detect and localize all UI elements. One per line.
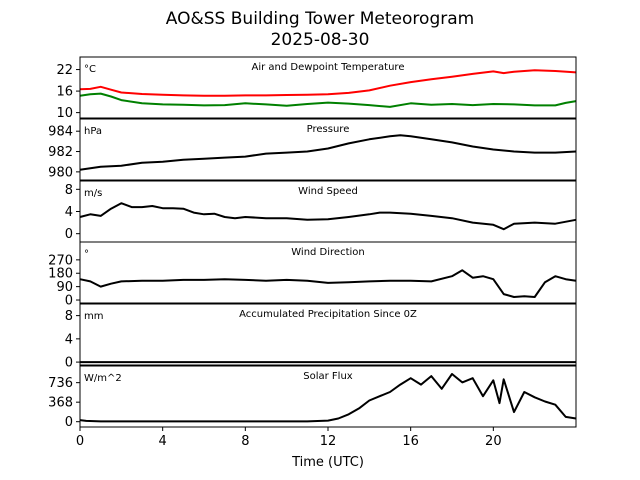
panel-title-1: Pressure	[307, 124, 350, 135]
y-tick-label-2-1: 4	[65, 205, 73, 220]
series-line-1-0	[79, 134, 577, 171]
y-tick-label-3-3: 270	[48, 253, 73, 268]
y-tick-label-5-2: 736	[48, 376, 73, 391]
y-tick-label-4-0: 0	[65, 356, 73, 371]
x-axis: 0 4 8 12 16 20	[76, 427, 502, 449]
x-tick-label-4: 16	[402, 434, 419, 449]
y-tick-label-3-2: 180	[48, 267, 73, 282]
x-tick-label-5: 20	[485, 434, 502, 449]
panel-title-2: Wind Speed	[298, 186, 358, 197]
y-tick-label-4-1: 4	[65, 332, 73, 347]
x-axis-label: Time (UTC)	[291, 455, 364, 470]
panel-frame-0	[79, 56, 577, 119]
series-line-5-0	[79, 373, 577, 423]
y-tick-label-5-0: 0	[65, 415, 73, 430]
panel-frame-3	[79, 241, 577, 304]
panel-0: 10 16 22 Air and Dewpoint Temperature °C	[56, 56, 577, 121]
panel-frame-1	[79, 118, 577, 181]
panel-unit-2: m/s	[84, 188, 102, 199]
x-tick-label-2: 8	[241, 434, 249, 449]
y-tick-label-0-2: 22	[56, 63, 73, 78]
panel-frame-4	[79, 303, 577, 366]
y-tick-label-0-1: 16	[56, 85, 73, 100]
panel-title-5: Solar Flux	[303, 371, 353, 382]
y-tick-label-0-0: 10	[56, 106, 73, 121]
y-tick-label-1-0: 980	[48, 165, 73, 180]
panel-1: 980 982 984 Pressure hPa	[48, 118, 577, 181]
panel-unit-4: mm	[84, 311, 103, 322]
panel-4: 0 4 8 Accumulated Precipitation Since 0Z mm	[65, 303, 577, 371]
series-line-2-0	[79, 202, 577, 231]
series-line-0-1	[79, 92, 577, 108]
panel-5: 0 368 736 Solar Flux W/m^2	[48, 365, 577, 430]
panel-unit-0: °C	[84, 64, 96, 75]
x-tick-label-0: 0	[76, 434, 84, 449]
panel-title-0: Air and Dewpoint Temperature	[252, 62, 405, 73]
y-tick-label-3-0: 0	[65, 294, 73, 309]
panel-title-3: Wind Direction	[291, 247, 365, 258]
figure-title-line2: 2025-08-30	[271, 30, 370, 50]
y-tick-label-4-2: 8	[65, 309, 73, 324]
series-line-0-0	[79, 69, 577, 97]
y-tick-label-1-1: 982	[48, 145, 73, 160]
y-tick-label-2-0: 0	[65, 227, 73, 242]
panel-unit-3: °	[84, 249, 89, 260]
y-tick-label-3-1: 90	[56, 280, 73, 295]
x-tick-label-1: 4	[159, 434, 167, 449]
panel-2: 0 4 8 Wind Speed m/s	[65, 180, 577, 243]
y-tick-label-1-2: 984	[48, 125, 73, 140]
panel-title-4: Accumulated Precipitation Since 0Z	[239, 309, 417, 320]
x-tick-label-3: 12	[320, 434, 337, 449]
panel-unit-1: hPa	[84, 126, 102, 137]
series-line-3-0	[79, 269, 577, 298]
figure-title-line1: AO&SS Building Tower Meteorogram	[166, 9, 474, 29]
y-tick-label-2-2: 8	[65, 183, 73, 198]
y-tick-label-5-1: 368	[48, 396, 73, 411]
panel-unit-5: W/m^2	[84, 373, 122, 384]
